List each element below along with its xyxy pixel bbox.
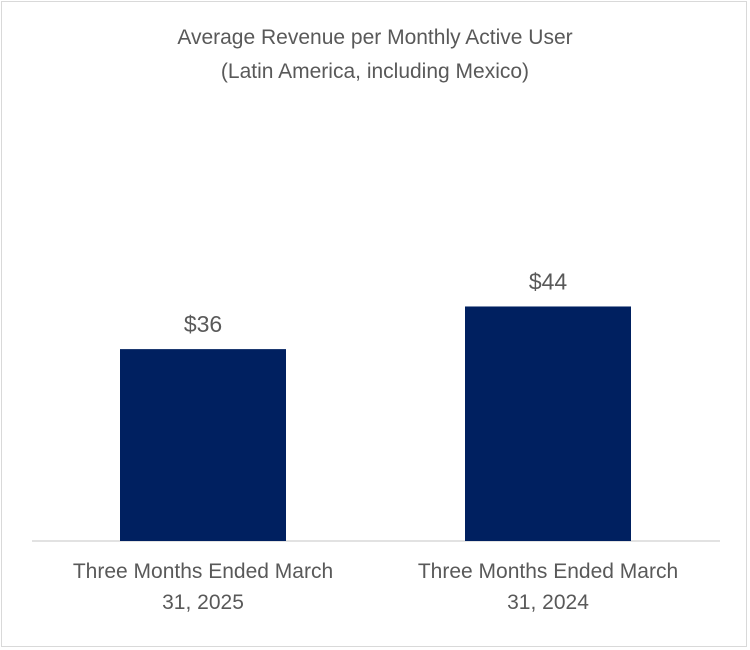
bar-1 [120, 349, 286, 541]
data-label-1: $36 [184, 311, 222, 337]
chart-title: Average Revenue per Monthly Active User [177, 26, 573, 49]
chart-subtitle: (Latin America, including Mexico) [220, 60, 530, 83]
category-label-line: 31, 2024 [507, 591, 589, 614]
category-label-line: 31, 2025 [162, 591, 244, 614]
bar-2 [465, 306, 631, 541]
category-label-2: Three Months Ended March 31, 2024 [383, 556, 713, 618]
category-label-line: Three Months Ended March [72, 560, 334, 583]
category-label-1: Three Months Ended March 31, 2025 [38, 556, 368, 618]
data-label-2: $44 [529, 268, 568, 294]
category-label-line: Three Months Ended March [417, 560, 679, 583]
